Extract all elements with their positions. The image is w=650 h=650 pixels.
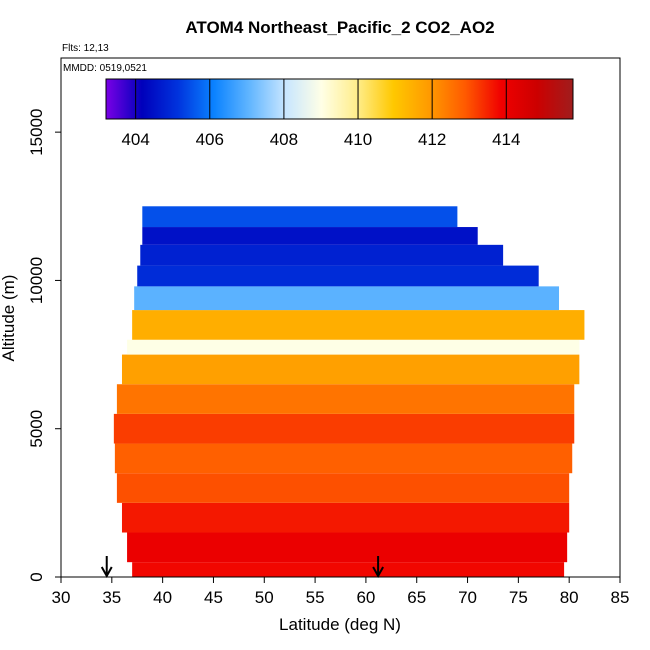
x-axis-label: Latitude (deg N) bbox=[279, 615, 401, 634]
x-tick-label: 30 bbox=[52, 588, 71, 607]
heatmap-cell bbox=[142, 227, 478, 245]
y-axis-label: Altitude (m) bbox=[0, 275, 18, 362]
x-tick-label: 55 bbox=[306, 588, 325, 607]
colorbar-tick-label: 414 bbox=[492, 130, 520, 149]
colorbar-tick-label: 412 bbox=[418, 130, 446, 149]
x-tick-label: 45 bbox=[204, 588, 223, 607]
arrow-marker-head bbox=[100, 566, 113, 579]
colorbar-gradient bbox=[105, 78, 574, 120]
heatmap-cell bbox=[137, 265, 539, 287]
colorbar-tick-label: 408 bbox=[270, 130, 298, 149]
y-tick-label: 0 bbox=[27, 572, 46, 581]
heatmap-cell bbox=[142, 206, 458, 228]
heatmap-cell bbox=[140, 244, 504, 266]
dates-text: MMDD: 0519,0521 bbox=[63, 63, 147, 74]
x-tick-label: 75 bbox=[509, 588, 528, 607]
x-tick-label: 70 bbox=[458, 588, 477, 607]
heatmap-cell bbox=[127, 532, 568, 563]
x-tick-label: 40 bbox=[153, 588, 172, 607]
colorbar: 404 406 408 410 412 414 bbox=[105, 78, 574, 149]
heatmap-cell bbox=[116, 473, 570, 503]
heatmap-cell bbox=[121, 354, 580, 385]
heatmap-cell bbox=[121, 502, 570, 533]
y-tick-label: 15000 bbox=[27, 109, 46, 156]
plot-frame bbox=[60, 57, 621, 578]
x-tick-label: 85 bbox=[611, 588, 630, 607]
heatmap-layer bbox=[100, 206, 585, 579]
x-tick-label: 80 bbox=[560, 588, 579, 607]
x-tick-label: 60 bbox=[356, 588, 375, 607]
heatmap-cell bbox=[116, 384, 575, 414]
heatmap-cell bbox=[132, 310, 585, 340]
flights-text: Flts: 12,13 bbox=[62, 43, 109, 54]
y-tick-label: 10000 bbox=[27, 257, 46, 304]
heatmap-cell bbox=[114, 443, 573, 474]
arrow-marker-head bbox=[372, 566, 384, 579]
axes: 30 35 40 45 50 55 60 65 70 75 80 85 0 5000 10000 15000 bbox=[27, 109, 629, 607]
heatmap-cell bbox=[127, 339, 580, 355]
x-tick-label: 35 bbox=[102, 588, 121, 607]
heatmap-cell bbox=[113, 413, 575, 444]
x-tick-label: 50 bbox=[255, 588, 274, 607]
y-tick-label: 5000 bbox=[27, 410, 46, 448]
x-tick-label: 65 bbox=[407, 588, 426, 607]
colorbar-tick-label: 404 bbox=[121, 130, 149, 149]
chart-title: ATOM4 Northeast_Pacific_2 CO2_AO2 bbox=[185, 18, 494, 37]
heatmap-cell bbox=[134, 286, 560, 311]
colorbar-tick-label: 410 bbox=[344, 130, 372, 149]
colorbar-tick-label: 406 bbox=[196, 130, 224, 149]
heatmap-cell bbox=[132, 562, 565, 577]
